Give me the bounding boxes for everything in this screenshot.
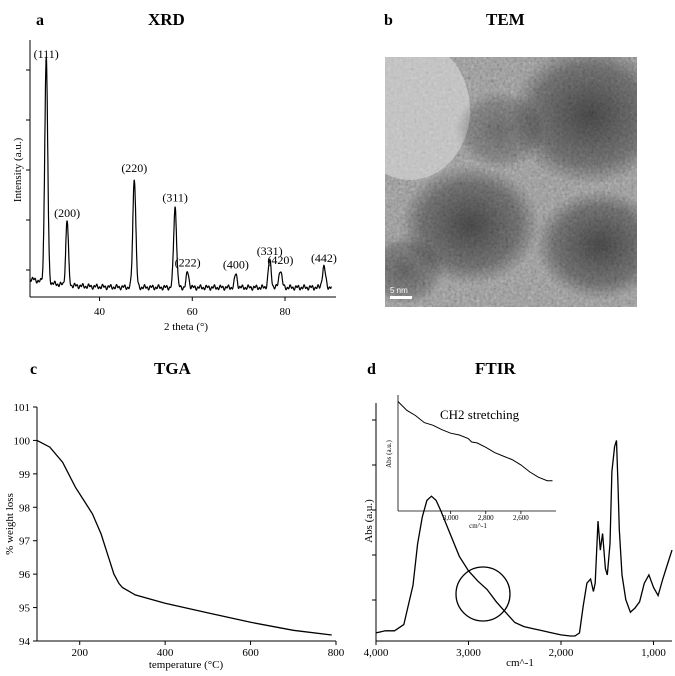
xrd-chart: 40 60 80 (111) (200) (220) (311) (222) (400) (33… (12, 40, 337, 333)
panel-a-title: XRD (148, 10, 185, 29)
tem-micrograph: 5 nm (385, 57, 637, 307)
panel-c-title: TGA (154, 359, 192, 378)
panel-d-letter: d (367, 361, 376, 378)
tga-chart: 200 400 600 800 94 95 96 97 98 99 100 101 temperatu… (4, 402, 345, 671)
xrd-peak-label: (311) (162, 190, 188, 204)
ftir-y-label: Abs (a.u.) (363, 499, 375, 543)
tga-x-tick-label: 600 (242, 647, 259, 659)
tga-y-tick-label: 96 (19, 569, 31, 581)
inset-x-tick-label: 2,600 (513, 514, 529, 522)
inset-x-label: cm^-1 (469, 522, 487, 530)
tga-y-tick-label: 95 (19, 603, 31, 615)
tga-y-label: % weight loss (4, 493, 16, 555)
tga-x-tick-label: 800 (328, 647, 345, 659)
panel-d-title: FTIR (475, 359, 516, 378)
tga-y-tick-label: 94 (19, 636, 31, 648)
ftir-x-tick-label: 2,000 (549, 647, 574, 659)
ftir-inset: 3,000 2,800 2,600 CH2 stretching cm^-1 Abs… (385, 395, 556, 530)
panel-c-letter: c (30, 361, 37, 378)
ftir-x-tick-label: 3,000 (456, 647, 481, 659)
ftir-highlight-circle (455, 566, 511, 622)
xrd-x-label: 2 theta (°) (164, 321, 208, 333)
xrd-peak-label: (420) (267, 253, 293, 267)
xrd-x-tick-label: 80 (280, 306, 292, 318)
inset-y-label: Abs (a.u.) (385, 439, 393, 467)
panel-b-letter: b (384, 12, 393, 29)
inset-title: CH2 stretching (440, 407, 520, 422)
xrd-x-tick-label: 40 (94, 306, 106, 318)
xrd-peak-label: (222) (175, 255, 201, 269)
ftir-spectrum-line (375, 440, 673, 637)
tga-y-tick-label: 98 (19, 502, 31, 514)
xrd-y-label: Intensity (a.u.) (12, 137, 24, 202)
ftir-x-tick-label: 1,000 (641, 647, 666, 659)
xrd-peak-label: (442) (311, 251, 337, 265)
tga-y-tick-label: 97 (19, 536, 31, 548)
xrd-peak-label: (331) (257, 244, 283, 258)
tga-weight-curve (36, 439, 332, 636)
tga-x-label: temperature (°C) (149, 659, 224, 671)
tga-y-tick-label: 101 (14, 402, 31, 414)
inset-spectrum-line (397, 401, 553, 482)
panel-a-letter: a (36, 12, 44, 29)
xrd-peak-label: (220) (121, 161, 147, 175)
tga-x-tick-label: 400 (157, 647, 174, 659)
xrd-x-tick-label: 60 (187, 306, 199, 318)
ftir-chart: 4,000 3,000 2,000 1,000 cm^-1 Abs (a.u.) 3,… (363, 395, 673, 669)
tem-scale-bar-label: 5 nm (390, 286, 408, 295)
xrd-peak-label: (200) (54, 206, 80, 220)
tga-x-tick-label: 200 (71, 647, 88, 659)
xrd-pattern-line (29, 56, 332, 292)
inset-x-tick-label: 3,000 (443, 514, 459, 522)
xrd-peak-label: (400) (223, 258, 249, 272)
panel-b-title: TEM (486, 10, 525, 29)
ftir-x-tick-label: 4,000 (364, 647, 389, 659)
tga-y-tick-label: 99 (19, 469, 31, 481)
ftir-x-label: cm^-1 (506, 657, 534, 669)
xrd-peak-label: (111) (34, 47, 59, 61)
inset-x-tick-label: 2,800 (478, 514, 494, 522)
tga-y-tick-label: 100 (14, 435, 31, 447)
